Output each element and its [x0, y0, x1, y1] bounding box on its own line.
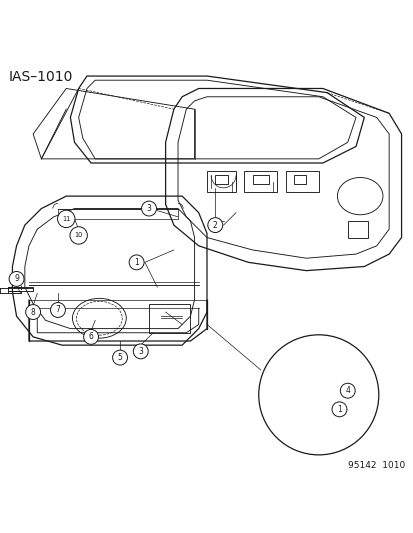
- Text: 3: 3: [138, 347, 143, 356]
- Circle shape: [339, 383, 354, 398]
- Text: 8: 8: [31, 308, 36, 317]
- Text: IAS–1010: IAS–1010: [8, 70, 72, 84]
- Text: 6: 6: [88, 333, 93, 341]
- Bar: [206, 171, 235, 192]
- Bar: [285, 171, 318, 192]
- Bar: [347, 221, 368, 238]
- Text: 2: 2: [212, 221, 217, 230]
- Circle shape: [141, 201, 156, 216]
- Circle shape: [83, 329, 98, 344]
- Circle shape: [258, 335, 378, 455]
- Circle shape: [70, 227, 87, 244]
- Circle shape: [57, 210, 75, 228]
- Bar: [215, 175, 227, 184]
- Bar: [8, 292, 21, 293]
- Text: 95142  1010: 95142 1010: [348, 461, 405, 470]
- Circle shape: [112, 350, 127, 365]
- Bar: [8, 287, 33, 292]
- Circle shape: [331, 402, 346, 417]
- Bar: [149, 304, 190, 333]
- Bar: [252, 175, 268, 184]
- Circle shape: [9, 271, 24, 286]
- Circle shape: [129, 255, 144, 270]
- Text: 4: 4: [344, 386, 349, 395]
- Circle shape: [26, 304, 40, 319]
- Bar: [285, 370, 318, 416]
- Text: 7: 7: [55, 305, 60, 314]
- Text: 11: 11: [62, 216, 70, 222]
- Bar: [244, 171, 277, 192]
- Circle shape: [50, 303, 65, 318]
- Text: 5: 5: [117, 353, 122, 362]
- Text: 9: 9: [14, 274, 19, 284]
- Text: 1: 1: [336, 405, 341, 414]
- Circle shape: [207, 217, 222, 232]
- Circle shape: [133, 344, 148, 359]
- Bar: [293, 175, 306, 184]
- Text: 1: 1: [134, 258, 139, 267]
- Text: 3: 3: [146, 204, 151, 213]
- Text: 10: 10: [74, 232, 83, 238]
- Bar: [289, 374, 314, 411]
